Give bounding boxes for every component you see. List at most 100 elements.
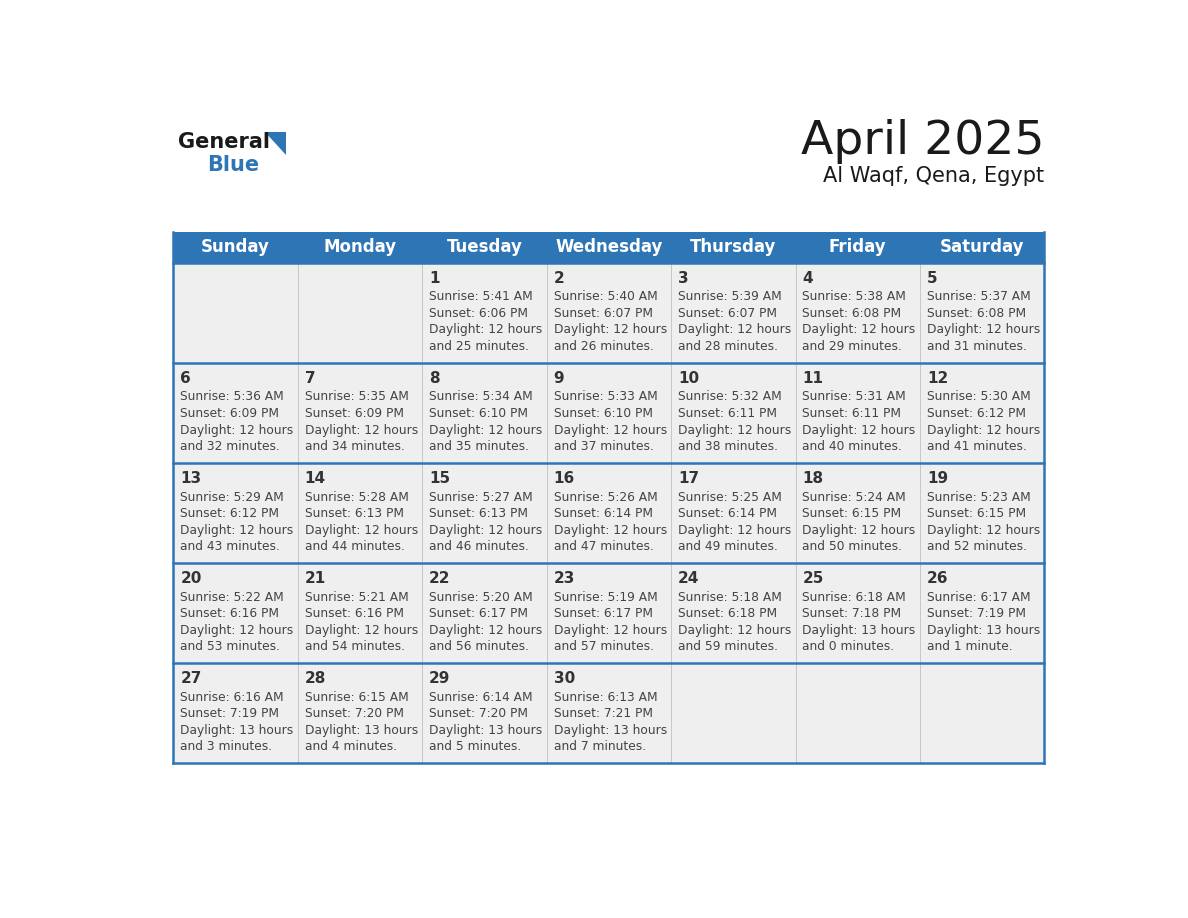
Bar: [173, 363, 298, 463]
Text: Sunrise: 5:36 AM: Sunrise: 5:36 AM: [181, 390, 284, 403]
Text: Sunset: 6:18 PM: Sunset: 6:18 PM: [678, 607, 777, 621]
Text: and 25 minutes.: and 25 minutes.: [429, 340, 529, 353]
Text: Daylight: 12 hours: Daylight: 12 hours: [304, 523, 418, 537]
Text: 19: 19: [927, 471, 948, 487]
Text: Daylight: 12 hours: Daylight: 12 hours: [554, 323, 666, 337]
Bar: [298, 363, 422, 463]
Bar: [920, 363, 1044, 463]
Text: and 52 minutes.: and 52 minutes.: [927, 540, 1026, 554]
Text: Daylight: 12 hours: Daylight: 12 hours: [554, 423, 666, 437]
Text: 17: 17: [678, 471, 700, 487]
Text: Daylight: 12 hours: Daylight: 12 hours: [429, 623, 543, 637]
Text: Daylight: 13 hours: Daylight: 13 hours: [304, 724, 418, 737]
Text: Daylight: 12 hours: Daylight: 12 hours: [927, 523, 1041, 537]
Text: and 59 minutes.: and 59 minutes.: [678, 641, 778, 654]
Text: and 47 minutes.: and 47 minutes.: [554, 540, 653, 554]
Text: Sunset: 6:07 PM: Sunset: 6:07 PM: [554, 307, 652, 319]
Text: and 53 minutes.: and 53 minutes.: [181, 641, 280, 654]
Bar: [298, 563, 422, 663]
Text: Sunrise: 5:40 AM: Sunrise: 5:40 AM: [554, 290, 657, 303]
Bar: [173, 663, 298, 763]
Text: 23: 23: [554, 571, 575, 587]
Text: Sunset: 6:10 PM: Sunset: 6:10 PM: [554, 407, 652, 420]
Text: and 40 minutes.: and 40 minutes.: [802, 440, 903, 453]
Bar: [671, 363, 796, 463]
Bar: [920, 263, 1044, 363]
Text: 20: 20: [181, 571, 202, 587]
Bar: [422, 263, 546, 363]
Text: Daylight: 12 hours: Daylight: 12 hours: [429, 423, 543, 437]
Text: Sunset: 6:15 PM: Sunset: 6:15 PM: [802, 507, 902, 521]
Text: Daylight: 12 hours: Daylight: 12 hours: [927, 423, 1041, 437]
Text: Daylight: 12 hours: Daylight: 12 hours: [554, 523, 666, 537]
Bar: [671, 263, 796, 363]
Text: Sunrise: 5:27 AM: Sunrise: 5:27 AM: [429, 490, 533, 504]
Text: 12: 12: [927, 371, 948, 386]
Text: Daylight: 12 hours: Daylight: 12 hours: [181, 423, 293, 437]
Text: Sunset: 6:09 PM: Sunset: 6:09 PM: [304, 407, 404, 420]
Text: 22: 22: [429, 571, 450, 587]
Text: Daylight: 12 hours: Daylight: 12 hours: [181, 623, 293, 637]
Bar: [796, 363, 920, 463]
Bar: [920, 463, 1044, 563]
Bar: [546, 263, 671, 363]
Text: Wednesday: Wednesday: [555, 238, 663, 256]
Text: Tuesday: Tuesday: [447, 238, 523, 256]
Text: Sunset: 6:14 PM: Sunset: 6:14 PM: [678, 507, 777, 521]
Text: Daylight: 13 hours: Daylight: 13 hours: [429, 724, 543, 737]
Text: and 54 minutes.: and 54 minutes.: [304, 641, 405, 654]
Text: 7: 7: [304, 371, 315, 386]
Text: and 5 minutes.: and 5 minutes.: [429, 741, 522, 754]
Text: Sunset: 6:06 PM: Sunset: 6:06 PM: [429, 307, 529, 319]
Text: Sunset: 6:10 PM: Sunset: 6:10 PM: [429, 407, 529, 420]
Text: Sunset: 6:15 PM: Sunset: 6:15 PM: [927, 507, 1026, 521]
Text: Daylight: 12 hours: Daylight: 12 hours: [678, 623, 791, 637]
Text: and 32 minutes.: and 32 minutes.: [181, 440, 280, 453]
Text: Daylight: 12 hours: Daylight: 12 hours: [802, 523, 916, 537]
Bar: [298, 263, 422, 363]
Text: Sunset: 6:17 PM: Sunset: 6:17 PM: [554, 607, 652, 621]
Text: Sunset: 7:21 PM: Sunset: 7:21 PM: [554, 707, 652, 721]
Text: Sunrise: 6:13 AM: Sunrise: 6:13 AM: [554, 690, 657, 704]
Text: Daylight: 12 hours: Daylight: 12 hours: [304, 423, 418, 437]
Text: Sunset: 6:09 PM: Sunset: 6:09 PM: [181, 407, 279, 420]
Text: and 7 minutes.: and 7 minutes.: [554, 741, 646, 754]
Text: Sunrise: 5:23 AM: Sunrise: 5:23 AM: [927, 490, 1031, 504]
Text: 10: 10: [678, 371, 700, 386]
Text: Sunset: 6:08 PM: Sunset: 6:08 PM: [802, 307, 902, 319]
Text: Sunrise: 5:30 AM: Sunrise: 5:30 AM: [927, 390, 1031, 403]
Bar: [796, 663, 920, 763]
Text: Al Waqf, Qena, Egypt: Al Waqf, Qena, Egypt: [823, 165, 1044, 185]
Text: 25: 25: [802, 571, 823, 587]
Text: 16: 16: [554, 471, 575, 487]
Bar: [422, 463, 546, 563]
Text: Sunrise: 5:37 AM: Sunrise: 5:37 AM: [927, 290, 1031, 303]
Text: Daylight: 12 hours: Daylight: 12 hours: [678, 523, 791, 537]
Text: Thursday: Thursday: [690, 238, 777, 256]
Text: Daylight: 12 hours: Daylight: 12 hours: [802, 423, 916, 437]
Text: 27: 27: [181, 671, 202, 687]
Text: 11: 11: [802, 371, 823, 386]
Text: 30: 30: [554, 671, 575, 687]
Text: Daylight: 12 hours: Daylight: 12 hours: [927, 323, 1041, 337]
Text: 14: 14: [304, 471, 326, 487]
Text: and 46 minutes.: and 46 minutes.: [429, 540, 529, 554]
Text: Daylight: 12 hours: Daylight: 12 hours: [304, 623, 418, 637]
Text: Blue: Blue: [208, 155, 259, 174]
Text: April 2025: April 2025: [801, 119, 1044, 164]
Polygon shape: [265, 132, 286, 155]
Text: 21: 21: [304, 571, 326, 587]
Text: Sunset: 6:08 PM: Sunset: 6:08 PM: [927, 307, 1026, 319]
Text: Sunset: 7:19 PM: Sunset: 7:19 PM: [927, 607, 1026, 621]
Text: 13: 13: [181, 471, 202, 487]
Text: Sunrise: 5:35 AM: Sunrise: 5:35 AM: [304, 390, 409, 403]
Text: Sunrise: 6:16 AM: Sunrise: 6:16 AM: [181, 690, 284, 704]
Text: Sunset: 6:12 PM: Sunset: 6:12 PM: [181, 507, 279, 521]
Text: and 38 minutes.: and 38 minutes.: [678, 440, 778, 453]
Text: and 3 minutes.: and 3 minutes.: [181, 741, 272, 754]
Text: Daylight: 12 hours: Daylight: 12 hours: [678, 323, 791, 337]
Text: 15: 15: [429, 471, 450, 487]
Text: and 29 minutes.: and 29 minutes.: [802, 340, 903, 353]
Text: Sunrise: 5:41 AM: Sunrise: 5:41 AM: [429, 290, 533, 303]
Bar: [173, 263, 298, 363]
